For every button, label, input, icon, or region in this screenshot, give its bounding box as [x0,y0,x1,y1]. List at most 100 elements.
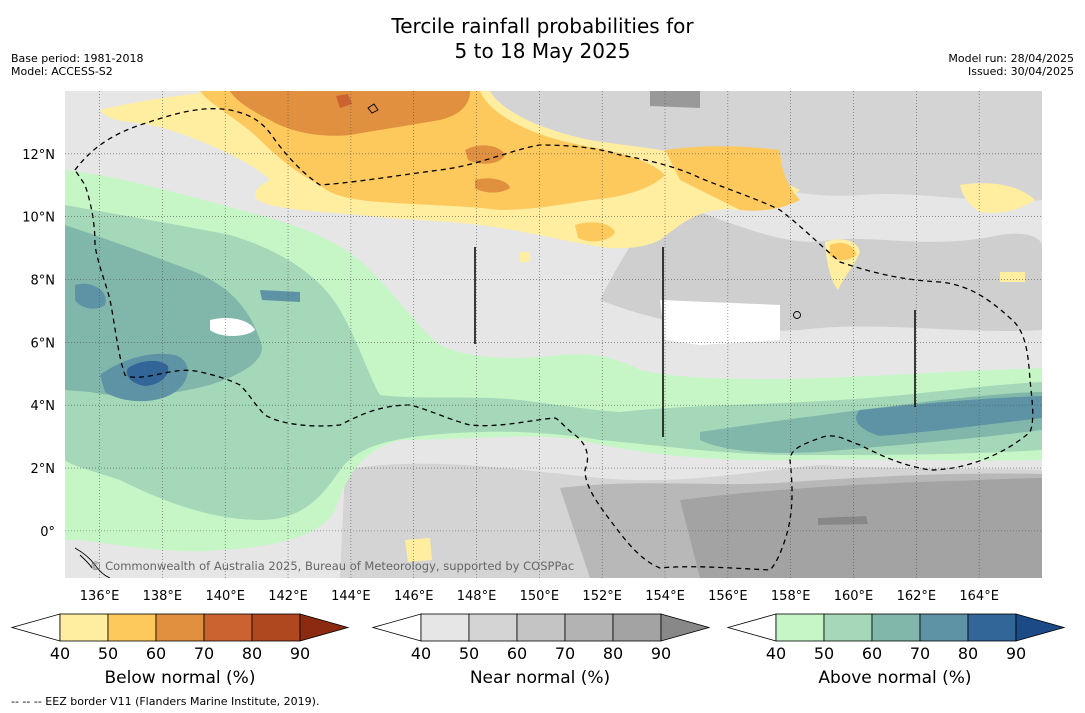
colorbar-segment [871,613,921,642]
islands [74,103,801,578]
colorbar-tick-label: 90 [290,644,310,663]
below-normal-50-east-2 [830,243,856,261]
latitude-labels: 12°N 10°N 8°N 6°N 4°N 2°N 0° [22,148,55,540]
lon-tick-label: 162°E [897,589,937,604]
lon-tick-label: 136°E [80,589,120,604]
north-dark-grey [650,91,700,108]
lon-tick-label: 142°E [268,589,308,604]
colorbar: 40 50 60 70 80 90 [10,613,350,663]
below-normal-40-far-east [960,183,1035,213]
colorbar-tick-label: 70 [555,644,575,663]
lat-tick-label: 4°N [31,399,56,414]
colorbar-segment [919,613,969,642]
colorbar-tick-label: 50 [459,644,479,663]
below-normal-60-c [475,178,510,193]
colorbar-segment [967,613,1017,642]
north-grey [490,91,1042,202]
lon-tick-label: 138°E [143,589,183,604]
colorbar-label-below: Below normal (%) [104,668,256,688]
map-field [65,91,1042,578]
colorbar-max-arrow [660,613,711,642]
lon-tick-label: 148°E [457,589,497,604]
eez-footnote: -- -- -- EEZ border V11 (Flanders Marine… [11,695,320,708]
colorbar-max-arrow [299,613,350,642]
colorbar-tick-label: 70 [910,644,930,663]
colorbar-segment [468,613,518,642]
below-normal-60-b [465,145,505,164]
colorbar-tick-label: 40 [411,644,431,663]
colorbar-segment [203,613,253,642]
colorbars: 40 50 60 70 80 90 40 50 60 70 80 90 40 50 60 70 80 90 [10,613,1066,663]
central-grey [600,200,1042,332]
colorbar-min-arrow [371,613,422,642]
above-normal-70-east [856,396,1042,436]
colorbar-segment [107,613,157,642]
title-line-1: Tercile rainfall probabilities for [391,14,694,38]
lat-tick-label: 8°N [31,274,56,289]
colorbar-segment [612,613,662,642]
issued-date: Issued: 30/04/2025 [967,65,1074,78]
colorbar-min-arrow [10,613,61,642]
colorbar-tick-label: 50 [814,644,834,663]
near-normal-80 [818,516,868,525]
near-normal-70 [680,478,1042,578]
above-normal-70-patch-2 [75,283,106,309]
colorbar-segment [823,613,873,642]
below-normal-40-patch-e [1000,272,1025,282]
colorbar-tick-label: 90 [1006,644,1026,663]
colorbar-tick-label: 60 [507,644,527,663]
lat-tick-label: 12°N [22,148,55,163]
below-normal-40-dot [520,252,530,262]
colorbar-tick-label: 60 [862,644,882,663]
colorbar-segment [516,613,566,642]
lon-tick-label: 158°E [771,589,811,604]
colorbar-tick-label: 80 [958,644,978,663]
lon-tick-label: 140°E [205,589,245,604]
colorbar-tick-label: 80 [242,644,262,663]
colorbar-segment [59,613,109,642]
below-normal-60 [230,91,470,136]
below-normal-50-east [665,146,800,211]
colorbar-segment [155,613,205,642]
longitude-labels: 136°E 138°E 140°E 142°E 144°E 146°E 148°E 150°E… [80,589,999,604]
title-line-2: 5 to 18 May 2025 [454,39,631,63]
colorbar-label-near: Near normal (%) [469,668,611,688]
above-normal-80-west [126,360,169,386]
meta-right: Model run: 28/04/2025 Issued: 30/04/2025 [948,52,1074,78]
colorbar-tick-label: 60 [146,644,166,663]
lon-tick-label: 144°E [331,589,371,604]
colorbar-tick-label: 90 [651,644,671,663]
colorbar-tick-label: 40 [50,644,70,663]
map-gridlines [65,91,1042,578]
lon-tick-label: 156°E [708,589,748,604]
colorbar-tick-label: 70 [194,644,214,663]
above-normal-70-patch [260,290,300,302]
meta-left: Base period: 1981-2018 Model: ACCESS-S2 [11,52,143,78]
white-gap-1 [210,318,255,336]
lat-tick-label: 10°N [22,211,55,226]
copyright-notice: © Commonwealth of Australia 2025, Bureau… [90,559,574,573]
colorbar-tick-label: 80 [603,644,623,663]
colorbar-min-arrow [726,613,777,642]
eez-border [74,108,1034,571]
lon-tick-label: 150°E [520,589,560,604]
white-gap-2 [660,300,780,345]
lat-tick-label: 0° [40,525,55,540]
colorbar-segment [775,613,825,642]
colorbar: 40 50 60 70 80 90 [726,613,1066,663]
colorbar-tick-label: 40 [766,644,786,663]
lon-tick-label: 160°E [834,589,874,604]
lat-tick-label: 6°N [31,336,56,351]
map-title: Tercile rainfall probabilities for 5 to … [0,14,1085,64]
base-period: Base period: 1981-2018 [11,52,144,65]
colorbar-segment [251,613,301,642]
colorbar-segment [420,613,470,642]
lon-tick-label: 152°E [582,589,622,604]
below-normal-50-patch [575,222,615,242]
colorbar-max-arrow [1015,613,1066,642]
lon-tick-label: 164°E [959,589,999,604]
lon-tick-label: 146°E [394,589,434,604]
lat-tick-label: 2°N [31,462,56,477]
model-run: Model run: 28/04/2025 [948,52,1074,65]
